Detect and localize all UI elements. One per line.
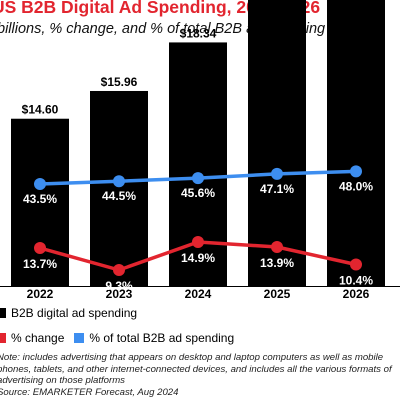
- axis-layer: 2022 2023 2024 2025 2026: [0, 286, 400, 300]
- legend-row-1: B2B digital ad spending: [0, 306, 147, 320]
- share-point: [192, 172, 204, 185]
- chart-note: Note: includes advertising that appears …: [0, 352, 392, 387]
- labels-layer: $14.60$15.96$18.34$20.89$23.0543.5%44.5%…: [22, 26, 374, 293]
- share-value-label: 45.6%: [181, 186, 215, 200]
- change-point: [350, 258, 362, 271]
- change-point: [192, 236, 204, 248]
- change-point: [271, 241, 283, 253]
- chart-subtitle: billions, % change, and % of total B2B a…: [0, 21, 326, 37]
- share-point: [113, 175, 125, 188]
- x-tick-label: 2024: [185, 287, 212, 300]
- share-value-label: 47.1%: [260, 182, 294, 196]
- lines-layer: [34, 165, 362, 276]
- legend-swatch-share: [74, 333, 85, 343]
- change-point: [113, 264, 125, 276]
- x-tick-label: 2022: [27, 287, 54, 300]
- bar-value-label: $18.34: [180, 26, 217, 40]
- share-point: [34, 178, 46, 190]
- x-tick-label: 2026: [343, 287, 370, 300]
- share-value-label: 44.5%: [102, 189, 136, 203]
- chart-source: Source: EMARKETER Forecast, Aug 2024: [0, 387, 179, 398]
- change-value-label: 13.7%: [23, 257, 57, 271]
- legend-item-bars: B2B digital ad spending: [0, 306, 137, 320]
- change-value-label: 10.4%: [339, 274, 373, 288]
- bar-2026: [327, 0, 385, 287]
- bar-value-label: $14.60: [22, 103, 59, 117]
- legend-item-change: % change: [0, 331, 64, 345]
- legend-swatch-change: [0, 333, 6, 343]
- bar-2025: [248, 0, 306, 287]
- change-value-label: 13.9%: [260, 256, 294, 270]
- bar-2023: [90, 90, 148, 286]
- share-point: [350, 165, 362, 178]
- bar-2022: [11, 118, 69, 286]
- legend-row-2: % change % of total B2B ad spending: [0, 331, 244, 345]
- x-tick-label: 2023: [106, 287, 133, 300]
- chart-title: US B2B Digital Ad Spending, 2022-2026: [0, 0, 321, 17]
- legend-item-share: % of total B2B ad spending: [74, 331, 234, 345]
- change-value-label: 9.3%: [105, 279, 133, 293]
- share-value-label: 48.0%: [339, 179, 373, 193]
- legend-swatch-bars: [0, 308, 6, 318]
- share-point: [271, 167, 283, 180]
- bar-value-label: $15.96: [101, 75, 138, 89]
- change-value-label: 14.9%: [181, 251, 215, 265]
- legend-label-share: % of total B2B ad spending: [89, 331, 235, 345]
- change-point: [34, 242, 46, 254]
- legend-label-bars: B2B digital ad spending: [11, 306, 138, 320]
- legend-label-change: % change: [11, 331, 65, 345]
- share-value-label: 43.5%: [23, 192, 57, 206]
- x-tick-label: 2025: [264, 287, 291, 300]
